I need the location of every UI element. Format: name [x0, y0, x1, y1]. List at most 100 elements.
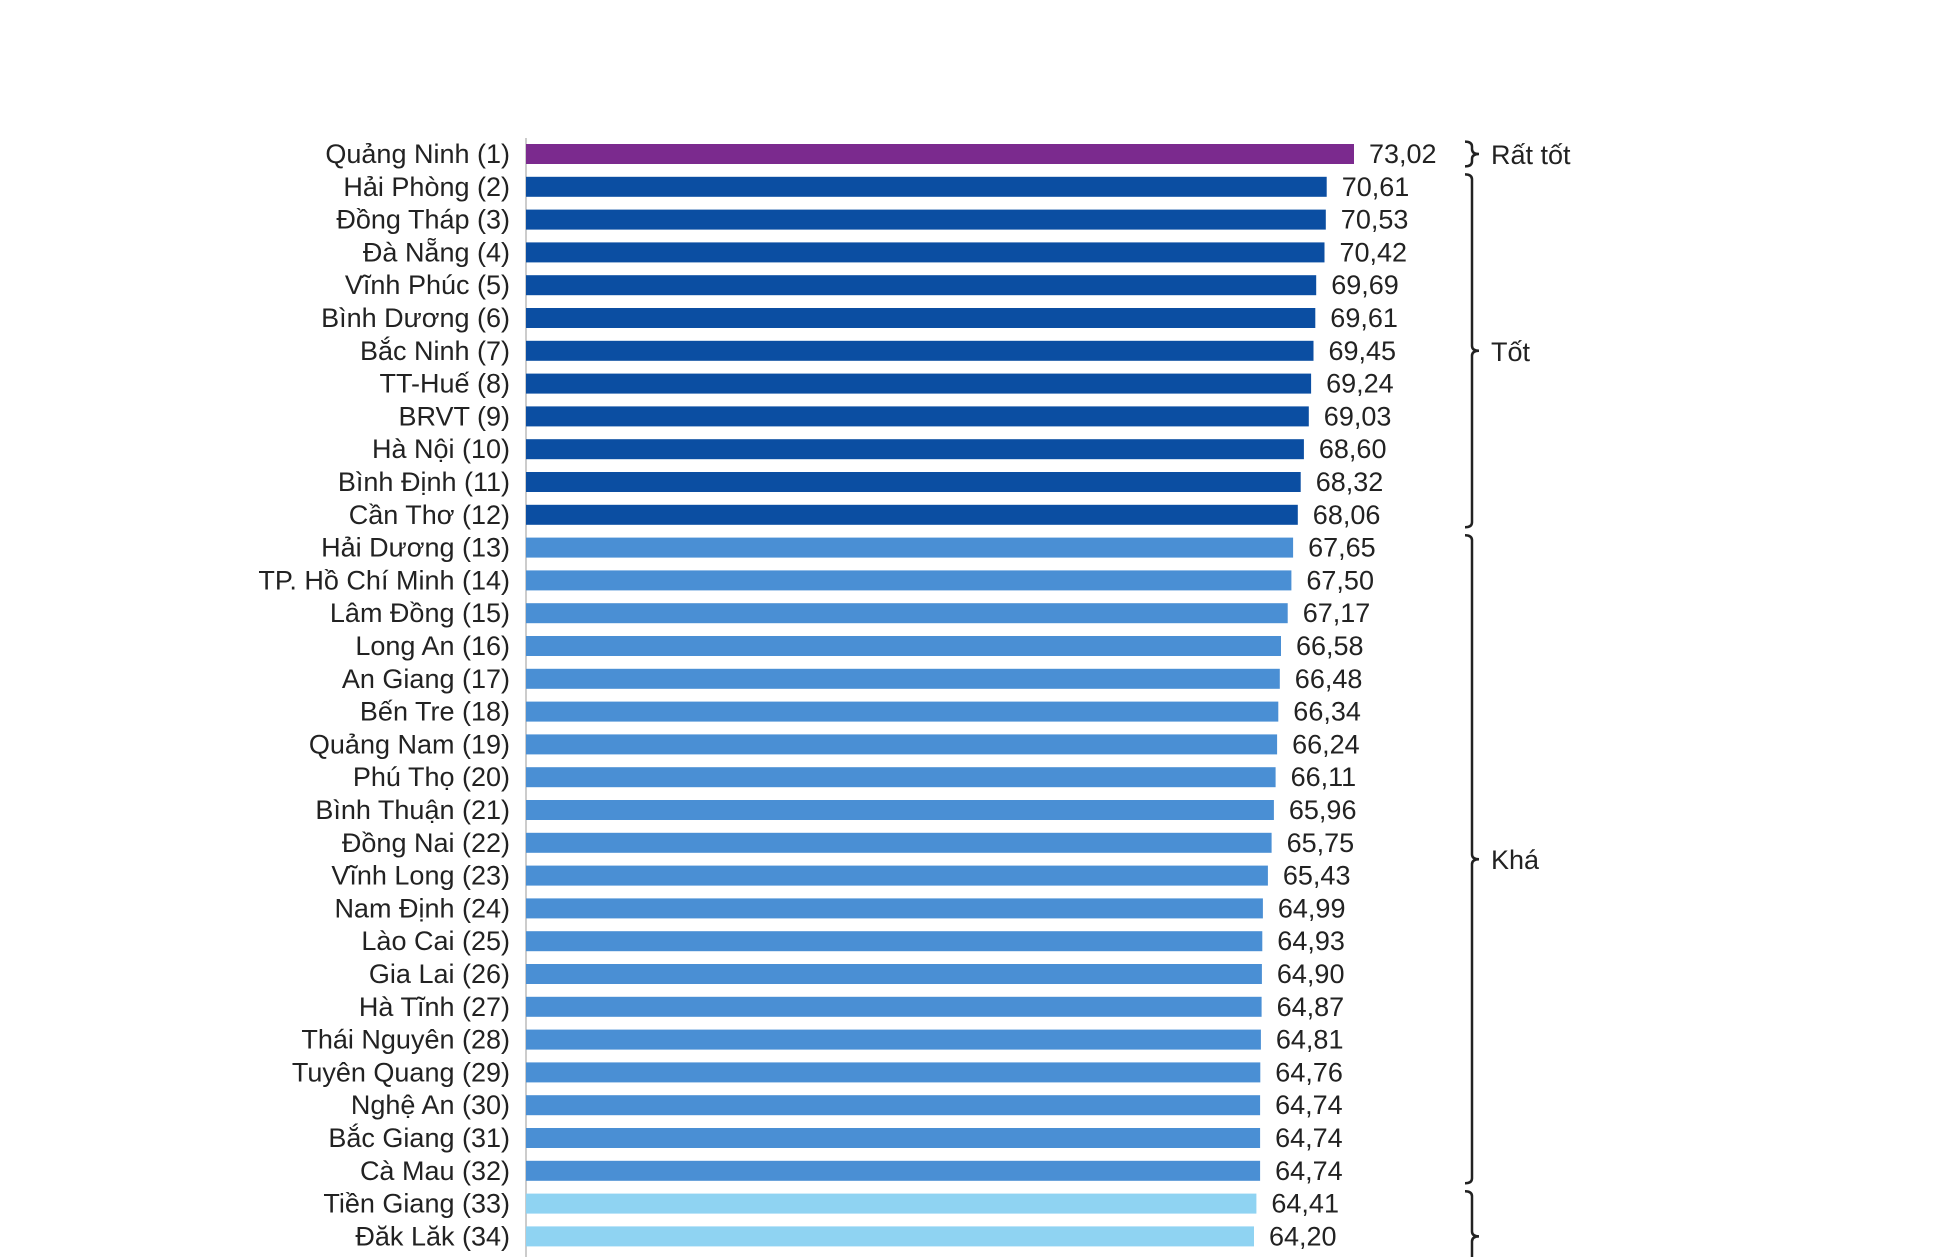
category-label: Nghệ An (30)	[351, 1090, 510, 1120]
value-label: 69,69	[1331, 270, 1399, 300]
group-bracket	[1464, 533, 1480, 1185]
value-label: 64,74	[1275, 1156, 1343, 1186]
value-label: 69,24	[1326, 369, 1394, 399]
value-label: 68,32	[1316, 467, 1384, 497]
category-label: Bình Định (11)	[338, 467, 510, 497]
value-label: 70,53	[1341, 205, 1409, 235]
bar	[526, 275, 1317, 296]
category-label: Phú Yên (35)	[351, 1254, 510, 1257]
value-label: 64,87	[1277, 992, 1345, 1022]
bar	[526, 1128, 1261, 1148]
value-label: 64,76	[1275, 1057, 1343, 1087]
category-label: Lâm Đồng (15)	[330, 598, 510, 628]
value-label: 70,42	[1340, 237, 1408, 267]
value-label: 64,20	[1269, 1221, 1337, 1251]
category-label: TT-Huế (8)	[379, 369, 510, 399]
bar	[526, 439, 1304, 460]
category-label: Cần Thơ (12)	[349, 500, 510, 530]
bar	[526, 800, 1274, 820]
bar	[526, 1029, 1261, 1050]
labels-layer: Quảng Ninh (1) 73,02 Hải Phòng (2) 70,61 Đồn…	[258, 139, 1436, 1257]
category-label: BRVT (9)	[398, 401, 510, 431]
bar	[526, 373, 1312, 394]
bar	[526, 242, 1325, 263]
group-label: Khá	[1491, 845, 1540, 875]
group-bracket	[1464, 140, 1480, 168]
value-label: 73,02	[1369, 139, 1437, 169]
bar	[526, 537, 1294, 558]
group-label: Tốt	[1491, 337, 1531, 367]
value-label: 64,81	[1276, 1025, 1344, 1055]
value-label: 67,65	[1308, 533, 1376, 563]
value-label: 64,90	[1277, 959, 1345, 989]
category-label: Hải Dương (13)	[321, 533, 510, 563]
bar	[526, 964, 1262, 984]
category-label: Đồng Tháp (3)	[336, 205, 510, 235]
bar	[526, 734, 1278, 755]
value-label: 64,17	[1269, 1254, 1337, 1257]
bar	[526, 668, 1280, 689]
category-label: Bến Tre (18)	[360, 697, 510, 727]
category-label: Tiền Giang (33)	[323, 1189, 510, 1219]
bar	[526, 832, 1272, 853]
category-label: Vĩnh Phúc (5)	[345, 270, 510, 300]
bar	[526, 406, 1309, 427]
category-label: Bắc Giang (31)	[328, 1122, 510, 1153]
bar	[526, 701, 1279, 722]
category-label: Cà Mau (32)	[360, 1156, 510, 1186]
category-label: Bình Dương (6)	[321, 303, 510, 333]
bar	[526, 898, 1263, 919]
category-label: Bắc Ninh (7)	[360, 335, 510, 366]
value-label: 65,96	[1289, 795, 1357, 825]
value-label: 64,93	[1277, 926, 1345, 956]
bar	[526, 1160, 1261, 1181]
category-label: Đà Nẵng (4)	[363, 236, 510, 267]
value-label: 67,50	[1306, 565, 1374, 595]
bar	[526, 931, 1263, 952]
category-label: Thái Nguyên (28)	[301, 1025, 510, 1055]
category-label: Hải Phòng (2)	[343, 172, 510, 202]
category-label: Hà Nội (10)	[372, 434, 510, 464]
bar	[526, 504, 1298, 525]
value-label: 64,41	[1271, 1189, 1339, 1219]
category-label: Phú Thọ (20)	[353, 762, 510, 792]
category-label: Bình Thuận (21)	[315, 795, 510, 825]
bar	[526, 570, 1292, 591]
bar	[526, 340, 1314, 361]
category-label: An Giang (17)	[342, 664, 510, 694]
value-label: 68,06	[1313, 500, 1381, 530]
groups-layer: Rất tốt Tốt Khá	[1464, 140, 1571, 1257]
category-label: Nam Định (24)	[334, 893, 510, 923]
bar	[526, 865, 1268, 886]
category-label: Đăk Lăk (34)	[355, 1221, 510, 1251]
group-bracket	[1464, 1189, 1480, 1257]
value-label: 66,58	[1296, 631, 1364, 661]
bar	[526, 1193, 1257, 1214]
bar	[526, 472, 1301, 492]
bar	[526, 603, 1288, 624]
category-label: Gia Lai (26)	[369, 959, 510, 989]
category-label: Quảng Nam (19)	[309, 729, 510, 759]
bar	[526, 1062, 1261, 1083]
category-label: Lào Cai (25)	[361, 926, 510, 956]
value-label: 66,48	[1295, 664, 1363, 694]
value-label: 65,75	[1287, 828, 1355, 858]
value-label: 64,74	[1275, 1123, 1343, 1153]
category-label: Quảng Ninh (1)	[325, 139, 510, 169]
category-label: Long An (16)	[355, 631, 510, 661]
value-label: 68,60	[1319, 434, 1387, 464]
bar	[526, 636, 1281, 656]
category-label: Đồng Nai (22)	[342, 828, 510, 858]
bar	[526, 1095, 1261, 1116]
bar	[526, 308, 1316, 328]
value-label: 66,34	[1293, 697, 1361, 727]
bar	[526, 144, 1354, 164]
bars-layer	[526, 144, 1354, 1247]
category-label: Vĩnh Long (23)	[331, 861, 510, 891]
value-label: 70,61	[1342, 172, 1410, 202]
category-label: Tuyên Quang (29)	[292, 1057, 510, 1087]
bar	[526, 1226, 1254, 1247]
value-label: 64,99	[1278, 893, 1346, 923]
value-label: 67,17	[1303, 598, 1371, 628]
value-label: 64,74	[1275, 1090, 1343, 1120]
